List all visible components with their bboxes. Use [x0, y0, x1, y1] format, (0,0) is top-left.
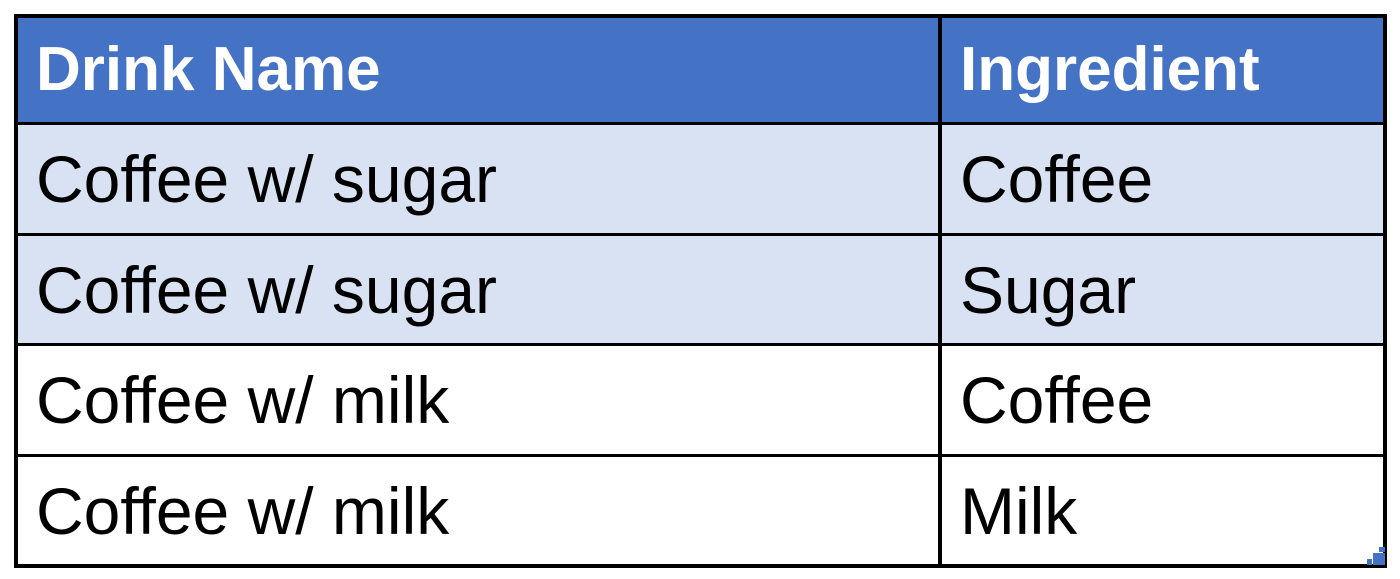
table-cell-ingredient[interactable]: Sugar: [938, 236, 1383, 346]
table-cell-ingredient[interactable]: Coffee: [938, 125, 1383, 236]
table-cell-drink[interactable]: Coffee w/ sugar: [18, 236, 938, 346]
table-cell-ingredient[interactable]: Milk: [938, 457, 1383, 564]
drink-ingredient-table: Drink Name Ingredient Coffee w/ sugar Co…: [14, 14, 1387, 568]
table-cell-ingredient[interactable]: Coffee: [938, 346, 1383, 457]
resize-handle-icon[interactable]: [1367, 547, 1385, 565]
table-cell-drink[interactable]: Coffee w/ milk: [18, 457, 938, 564]
table-cell-drink[interactable]: Coffee w/ sugar: [18, 125, 938, 236]
header-ingredient[interactable]: Ingredient: [938, 18, 1383, 125]
table-cell-drink[interactable]: Coffee w/ milk: [18, 346, 938, 457]
header-drink-name[interactable]: Drink Name: [18, 18, 938, 125]
